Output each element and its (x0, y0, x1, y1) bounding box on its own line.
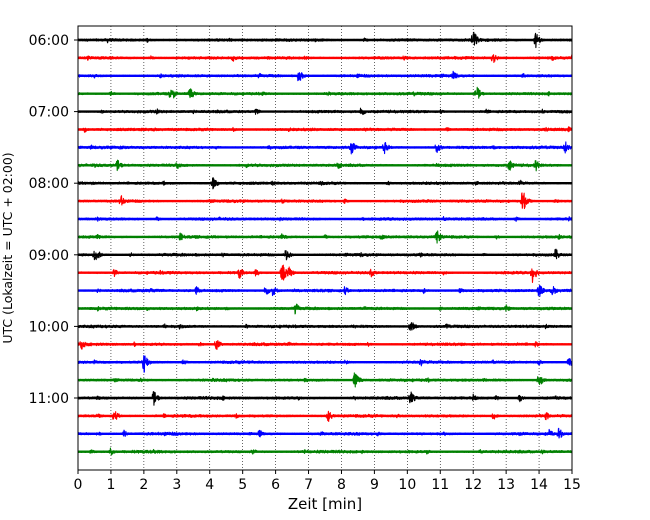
x-tick-label-3: 3 (172, 477, 181, 493)
x-tick-label-7: 7 (304, 477, 313, 493)
x-tick-label-15: 15 (563, 477, 581, 493)
x-tick-label-14: 14 (530, 477, 548, 493)
y-tick-label-11:00: 11:00 (29, 391, 69, 407)
x-tick-label-0: 0 (74, 477, 83, 493)
x-tick-label-5: 5 (238, 477, 247, 493)
x-tick-label-12: 12 (464, 477, 482, 493)
x-tick-label-10: 10 (398, 477, 416, 493)
y-tick-label-08:00: 08:00 (29, 176, 69, 192)
x-tick-label-8: 8 (337, 477, 346, 493)
x-tick-label-9: 9 (370, 477, 379, 493)
y-tick-label-10:00: 10:00 (29, 319, 69, 335)
y-tick-label-09:00: 09:00 (29, 248, 69, 264)
y-tick-label-06:00: 06:00 (29, 33, 69, 49)
y-axis-ticks: 06:00 07:00 08:00 09:00 10:00 11:00 (29, 33, 78, 407)
plot-frame (77, 25, 573, 471)
x-axis-ticks: 0 1 2 3 4 5 6 7 8 9 10 11 12 13 14 15 (74, 470, 581, 493)
x-tick-label-6: 6 (271, 477, 280, 493)
x-tick-label-1: 1 (106, 477, 115, 493)
traces (77, 31, 573, 456)
x-tick-label-13: 13 (497, 477, 515, 493)
x-axis-label: Zeit [min] (288, 495, 362, 513)
grid (110, 26, 540, 470)
x-tick-label-2: 2 (139, 477, 148, 493)
y-axis-label: UTC (Lokalzeit = UTC + 02:00) (0, 152, 15, 343)
x-tick-label-11: 11 (431, 477, 449, 493)
x-tick-label-4: 4 (205, 477, 214, 493)
y-tick-label-07:00: 07:00 (29, 105, 69, 121)
